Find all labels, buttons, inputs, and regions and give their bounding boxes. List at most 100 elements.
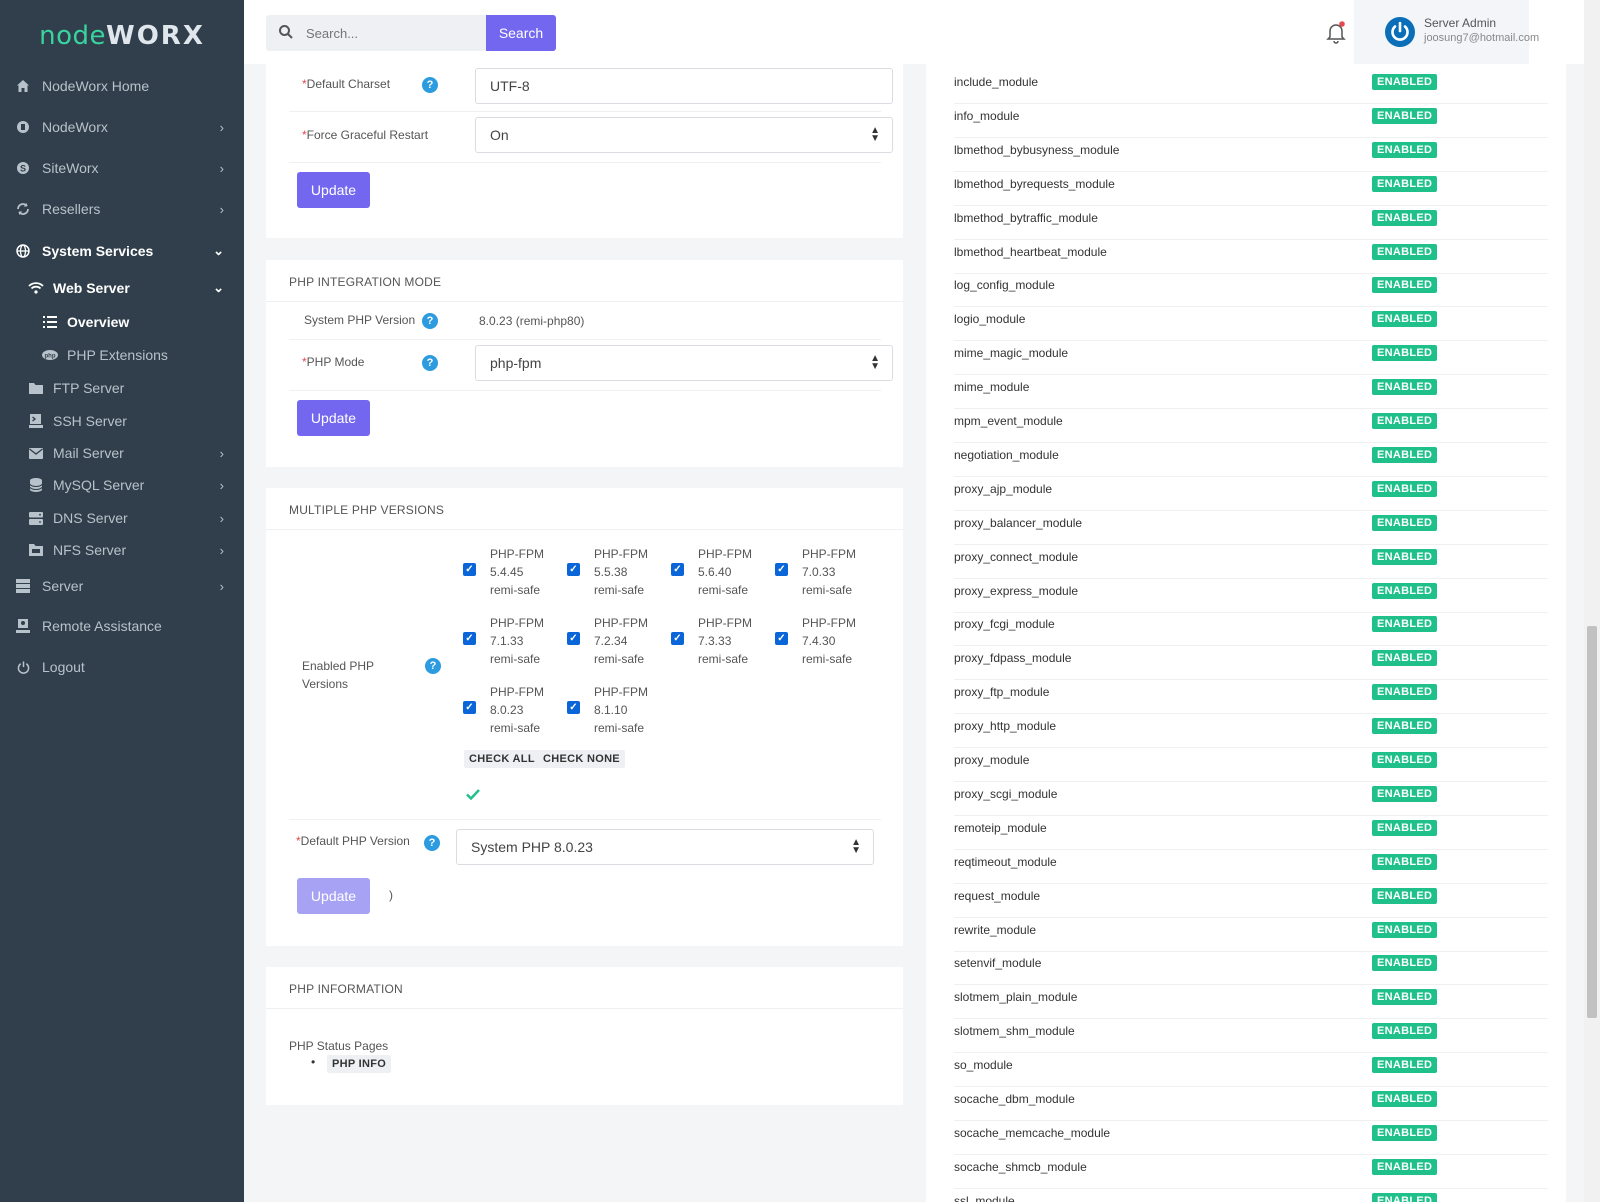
php-version-checkbox[interactable]: ✓ (671, 563, 684, 576)
php-version-label: PHP-FPM 8.0.23 remi-safe (490, 683, 544, 737)
php-version-option[interactable]: ✓ PHP-FPM 8.1.10 remi-safe (567, 683, 667, 739)
help-icon[interactable]: ? (425, 658, 441, 674)
help-icon[interactable]: ? (424, 835, 440, 851)
sidebar-item-mysql-server[interactable]: MySQL Server › (0, 469, 244, 501)
php-version-tag: remi-safe (490, 652, 541, 666)
module-status-badge: ENABLED (1372, 413, 1438, 429)
module-name: proxy_connect_module (954, 549, 1079, 564)
php-info-link[interactable]: PHP INFO (327, 1055, 392, 1073)
php-version-checkbox[interactable]: ✓ (463, 563, 476, 576)
module-name: mime_module (954, 380, 1030, 395)
php-integration-card: PHP INTEGRATION MODE System PHP Version … (266, 260, 903, 467)
php-version-checkbox[interactable]: ✓ (567, 563, 580, 576)
php-version-checkbox[interactable]: ✓ (567, 632, 580, 645)
module-name: log_config_module (954, 278, 1055, 293)
sidebar-item-ftp-server[interactable]: FTP Server (0, 372, 244, 404)
user-menu[interactable]: Server Admin joosung7@hotmail.com (1354, 0, 1539, 64)
help-icon[interactable]: ? (422, 313, 438, 329)
module-name: lbmethod_bybusyness_module (954, 142, 1120, 157)
php-version-name: PHP-FPM (490, 547, 544, 561)
sidebar-item-mail-server[interactable]: Mail Server › (0, 437, 244, 469)
wifi-icon (28, 280, 44, 296)
check-none-button[interactable]: CHECK NONE (538, 750, 625, 768)
sidebar-item-label: SiteWorx (42, 160, 99, 176)
sidebar-item-logout[interactable]: Logout (0, 651, 244, 683)
sidebar-item-label: MySQL Server (53, 477, 145, 493)
module-name: reqtimeout_module (954, 854, 1057, 869)
search-button[interactable]: Search (486, 15, 556, 51)
sidebar-item-label: Logout (42, 659, 85, 675)
sidebar-item-web-server[interactable]: Web Server ⌄ (0, 272, 244, 304)
php-version-option[interactable]: ✓ PHP-FPM 5.6.40 remi-safe (671, 545, 771, 601)
default-php-version-select[interactable]: System PHP 8.0.23 ▲ ▼ (456, 829, 874, 865)
sidebar-item-nfs-server[interactable]: NFS Server › (0, 534, 244, 566)
php-version-tag: remi-safe (698, 583, 749, 597)
php-version-checkbox[interactable]: ✓ (775, 563, 788, 576)
select-arrows-icon: ▲ ▼ (851, 837, 861, 856)
php-version-name: PHP-FPM (490, 685, 544, 699)
module-status-badge: ENABLED (1372, 1124, 1438, 1141)
module-status-badge: ENABLED (1372, 243, 1438, 260)
notification-bell-icon[interactable] (1324, 20, 1348, 44)
php-version-checkbox[interactable]: ✓ (567, 701, 580, 714)
multiple-update-button[interactable]: Update (297, 878, 370, 914)
sidebar-item-nodeworx[interactable]: NodeWorx › (0, 111, 244, 143)
general-update-button[interactable]: Update (297, 172, 370, 208)
php-version-checkbox[interactable]: ✓ (463, 701, 476, 714)
php-version-option[interactable]: ✓ PHP-FPM 5.5.38 remi-safe (567, 545, 667, 601)
nodeworx-logo[interactable]: node WORX (0, 0, 244, 72)
php-version-name: PHP-FPM (490, 616, 544, 630)
remote-assistance-icon (15, 618, 31, 634)
php-version-option[interactable]: ✓ PHP-FPM 7.3.33 remi-safe (671, 614, 771, 670)
logo-text-worx: WORX (106, 21, 205, 51)
chevron-right-icon: › (219, 160, 224, 176)
php-version-option[interactable]: ✓ PHP-FPM 8.0.23 remi-safe (463, 683, 563, 739)
sidebar-item-remote-assistance[interactable]: Remote Assistance (0, 610, 244, 642)
sidebar-item-resellers[interactable]: Resellers › (0, 193, 244, 225)
module-name: proxy_ajp_module (954, 481, 1053, 496)
sidebar-item-ssh-server[interactable]: SSH Server (0, 405, 244, 437)
php-version-checkbox[interactable]: ✓ (671, 632, 684, 645)
module-status-badge: ENABLED (1372, 141, 1438, 158)
enabled-php-versions-label: Enabled PHP Versions (302, 659, 374, 691)
module-status-badge: ENABLED (1372, 921, 1438, 938)
help-icon[interactable]: ? (422, 77, 438, 93)
chevron-right-icon: › (219, 119, 224, 135)
php-version-name: PHP-FPM (698, 616, 752, 630)
sidebar-item-dns-server[interactable]: DNS Server › (0, 502, 244, 534)
nodeworx-icon (15, 119, 31, 135)
default-php-version-row: *Default PHP Version ? System PHP 8.0.23… (289, 819, 881, 869)
php-version-option[interactable]: ✓ PHP-FPM 7.0.33 remi-safe (775, 545, 875, 601)
search-input[interactable] (306, 15, 481, 51)
power-icon (15, 659, 31, 675)
sidebar-item-nodeworx-home[interactable]: NodeWorx Home (0, 70, 244, 102)
module-name: negotiation_module (954, 447, 1059, 462)
sidebar-item-siteworx[interactable]: S SiteWorx › (0, 152, 244, 184)
sidebar-item-label: Remote Assistance (42, 618, 162, 634)
module-status-badge: ENABLED (1372, 650, 1438, 667)
module-row: setenvif_module ENABLED (954, 951, 1548, 986)
module-status-badge: ENABLED (1372, 1158, 1438, 1175)
php-version-checkbox[interactable]: ✓ (463, 632, 476, 645)
integration-update-button[interactable]: Update (297, 400, 370, 436)
php-version-checkbox[interactable]: ✓ (775, 632, 788, 645)
user-power-icon (1385, 17, 1415, 47)
scrollbar-thumb[interactable] (1587, 626, 1597, 1018)
module-status-badge: ENABLED (1372, 582, 1438, 599)
apache-modules-card: include_module ENABLED info_module ENABLED l… (926, 64, 1566, 1202)
php-version-option[interactable]: ✓ PHP-FPM 5.4.45 remi-safe (463, 545, 563, 601)
sidebar-item-server[interactable]: Server › (0, 570, 244, 602)
php-mode-select[interactable]: php-fpm ▲ ▼ (475, 345, 893, 381)
php-version-option[interactable]: ✓ PHP-FPM 7.4.30 remi-safe (775, 614, 875, 670)
check-all-button[interactable]: CHECK ALL (464, 750, 540, 768)
page-scrollbar[interactable] (1584, 0, 1600, 1202)
sidebar-item-overview[interactable]: Overview (0, 306, 244, 338)
sidebar-item-php-extensions[interactable]: php PHP Extensions (0, 339, 244, 371)
sidebar-item-system-services[interactable]: System Services ⌄ (0, 235, 244, 267)
default-charset-input[interactable]: UTF-8 (475, 68, 893, 104)
php-version-option[interactable]: ✓ PHP-FPM 7.2.34 remi-safe (567, 614, 667, 670)
help-icon[interactable]: ? (422, 355, 438, 371)
sidebar-item-label: DNS Server (53, 510, 128, 526)
php-version-option[interactable]: ✓ PHP-FPM 7.1.33 remi-safe (463, 614, 563, 670)
force-graceful-restart-select[interactable]: On ▲ ▼ (475, 117, 893, 153)
